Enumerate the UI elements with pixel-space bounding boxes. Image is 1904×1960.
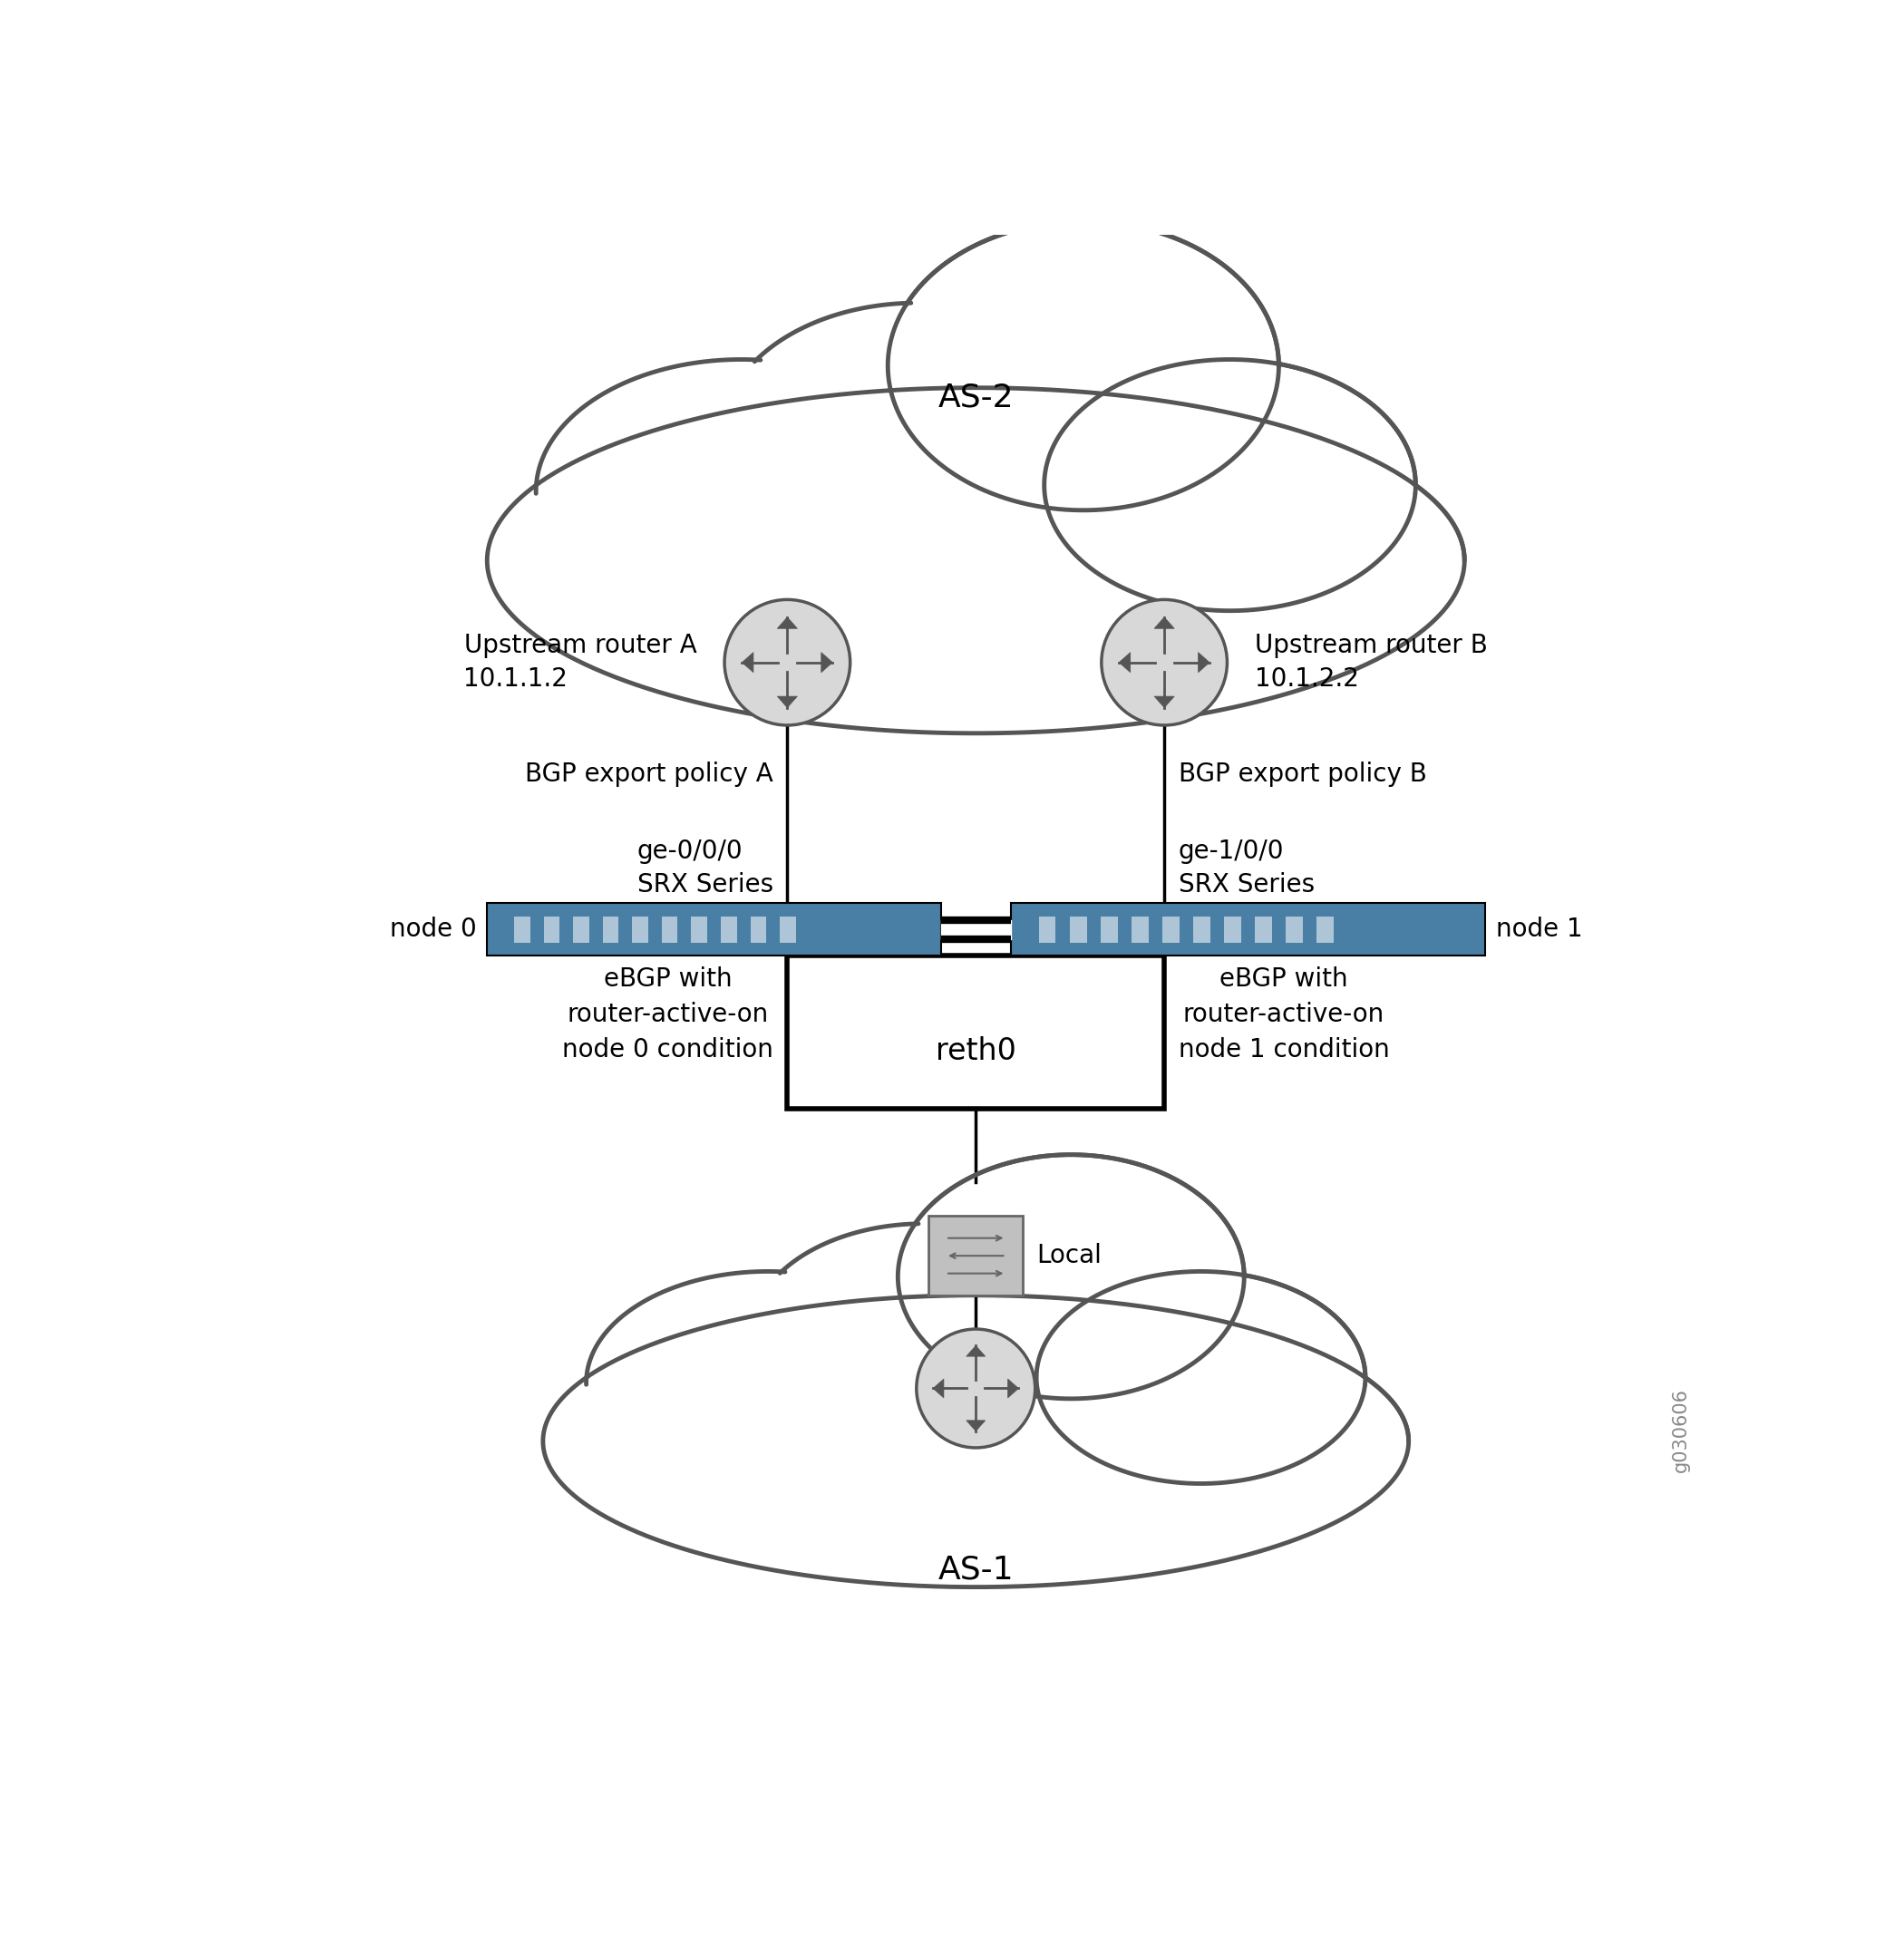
Text: eBGP with
router-active-on
node 1 condition: eBGP with router-active-on node 1 condit… [1179,966,1390,1062]
Polygon shape [777,696,798,708]
Polygon shape [743,653,754,672]
Polygon shape [777,617,798,629]
Polygon shape [1198,653,1209,672]
Polygon shape [821,653,832,672]
Bar [604,917,619,943]
Circle shape [1101,600,1228,725]
Bar [788,956,1165,1109]
Ellipse shape [487,388,1464,733]
Text: ge-0/0/0
SRX Series: ge-0/0/0 SRX Series [638,839,773,898]
Polygon shape [1120,653,1131,672]
Bar [722,917,737,943]
Ellipse shape [1043,359,1415,612]
Bar [1040,917,1057,943]
Ellipse shape [722,304,1112,566]
Bar [545,917,560,943]
Bar [1163,917,1179,943]
Text: Local: Local [1038,1243,1102,1268]
Bar [781,917,796,943]
Polygon shape [967,1347,984,1356]
Text: g030606: g030606 [1672,1388,1691,1472]
Bar [1224,917,1241,943]
Bar [632,917,647,943]
Polygon shape [1007,1380,1019,1397]
Bar [1070,917,1087,943]
Ellipse shape [887,221,1279,510]
Ellipse shape [750,1223,1097,1446]
Ellipse shape [586,1272,950,1494]
Bar [1285,917,1302,943]
Circle shape [724,600,851,725]
Text: AS-1: AS-1 [939,1554,1013,1586]
Bar [1011,904,1485,956]
Text: node 1: node 1 [1497,917,1582,943]
Text: ge-1/0/0
SRX Series: ge-1/0/0 SRX Series [1179,839,1314,898]
Text: eBGP with
router-active-on
node 0 condition: eBGP with router-active-on node 0 condit… [562,966,773,1062]
Text: node 0: node 0 [390,917,476,943]
Bar [487,904,941,956]
Bar [1255,917,1272,943]
Bar [573,917,588,943]
Ellipse shape [543,1296,1409,1588]
Bar [1131,917,1148,943]
Polygon shape [1154,696,1175,708]
Bar [663,917,678,943]
Bar [750,917,765,943]
Text: reth0: reth0 [935,1035,1017,1066]
Bar [1194,917,1211,943]
Bar [1101,917,1118,943]
Bar [1318,917,1333,943]
Polygon shape [967,1421,984,1431]
Ellipse shape [899,1154,1243,1399]
Ellipse shape [1036,1272,1365,1484]
Text: BGP export policy B: BGP export policy B [1179,760,1426,786]
Polygon shape [1154,617,1175,629]
Text: Upstream router B
10.1.2.2: Upstream router B 10.1.2.2 [1255,633,1487,692]
Circle shape [916,1329,1036,1448]
Bar [929,1215,1022,1296]
Bar [514,917,529,943]
Text: Upstream router A
10.1.1.2: Upstream router A 10.1.1.2 [465,633,697,692]
Ellipse shape [537,359,946,623]
Polygon shape [933,1380,944,1397]
Text: BGP export policy A: BGP export policy A [526,760,773,786]
Bar [691,917,706,943]
Text: AS-2: AS-2 [939,382,1013,412]
